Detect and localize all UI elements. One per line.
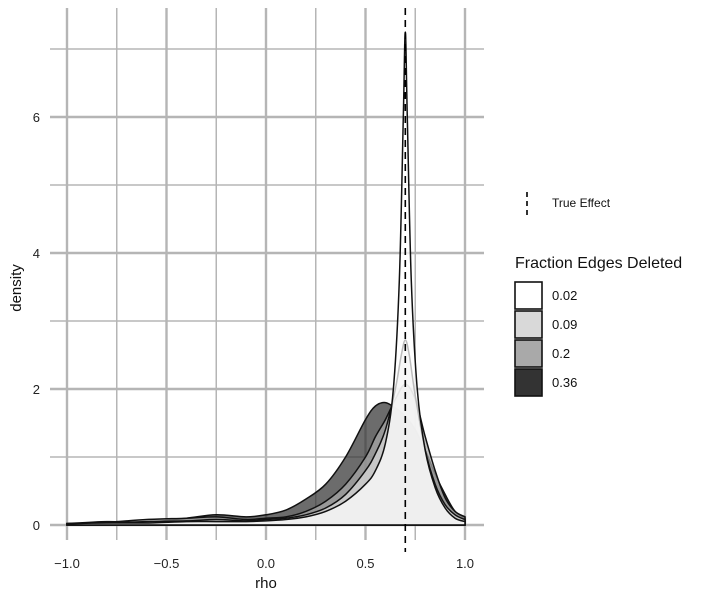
y-tick-label: 0	[33, 518, 40, 533]
x-tick-label: 0.5	[356, 556, 374, 571]
legend-swatch-0.02	[514, 281, 543, 310]
x-tick-label: 1.0	[456, 556, 474, 571]
legend-label-0.09: 0.09	[552, 317, 577, 332]
legend-label-0.02: 0.02	[552, 288, 577, 303]
legend: True Effect Fraction Edges Deleted 0.020…	[514, 192, 682, 397]
legend-swatch-0.36	[514, 368, 543, 397]
y-axis-ticks: 0 2 4 6	[33, 110, 40, 533]
legend-true-effect-label: True Effect	[552, 196, 611, 210]
legend-items: 0.02 0.09 0.2 0.36	[514, 281, 577, 397]
x-axis-label: rho	[255, 575, 277, 592]
density-areas	[66, 31, 466, 526]
legend-swatch-0.2	[514, 339, 543, 368]
y-tick-label: 2	[33, 382, 40, 397]
x-tick-label: −1.0	[54, 556, 80, 571]
legend-swatch-0.09	[514, 310, 543, 339]
density-area-0.02	[66, 31, 466, 526]
x-tick-label: −0.5	[154, 556, 180, 571]
legend-title: Fraction Edges Deleted	[515, 255, 682, 272]
x-tick-label: 0.0	[257, 556, 275, 571]
x-axis-ticks: −1.0 −0.5 0.0 0.5 1.0	[54, 556, 474, 571]
legend-label-0.36: 0.36	[552, 375, 577, 390]
y-tick-label: 6	[33, 110, 40, 125]
legend-label-0.2: 0.2	[552, 346, 570, 361]
y-axis-label: density	[8, 264, 25, 312]
y-tick-label: 4	[33, 246, 40, 261]
